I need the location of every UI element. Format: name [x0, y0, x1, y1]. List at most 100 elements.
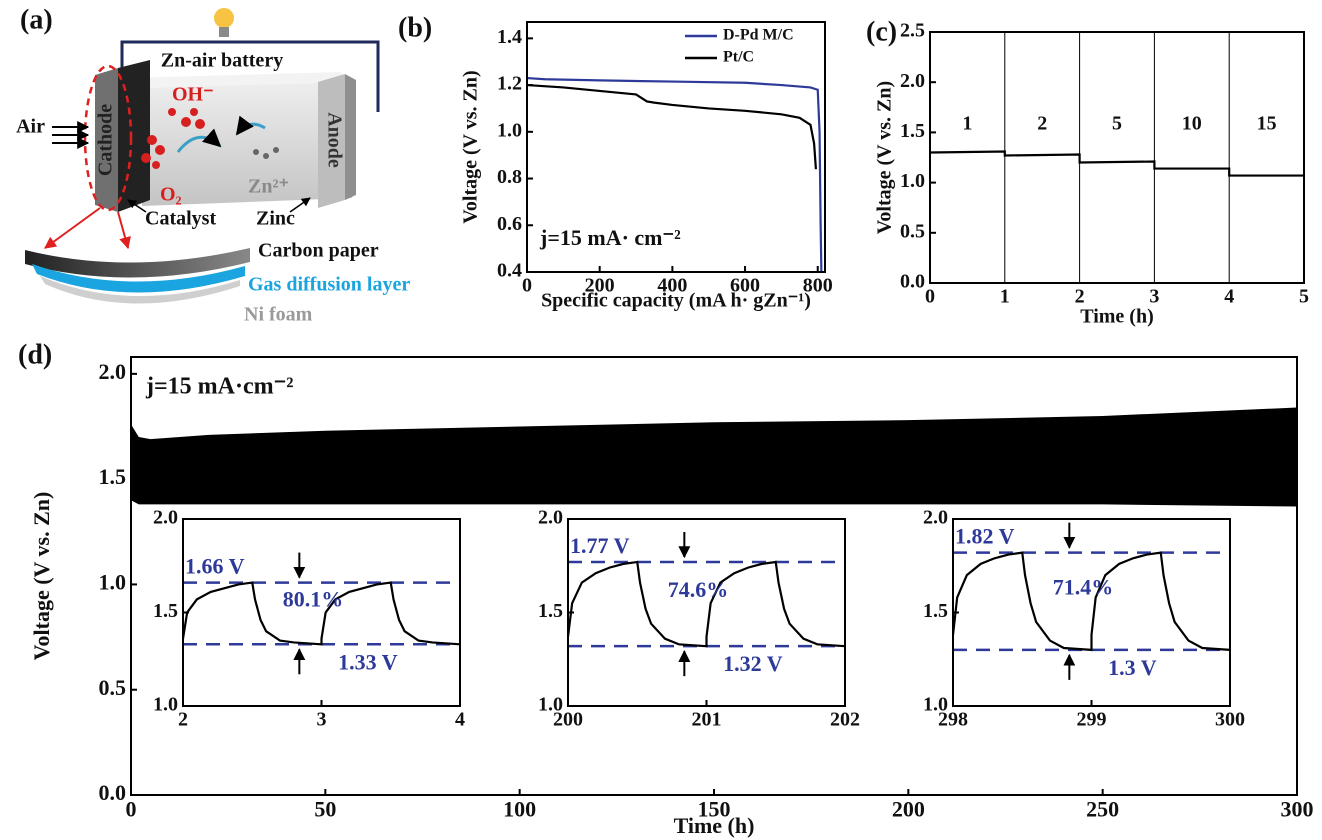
y-tick-label: 1.5	[538, 600, 563, 622]
segment-label: 1	[962, 112, 972, 134]
x-tick-label: 2	[178, 709, 188, 731]
legend-label: Pt/C	[723, 49, 754, 66]
reference-label: 1.66 V	[185, 554, 245, 579]
line	[566, 560, 846, 648]
label: Catalyst	[145, 208, 216, 230]
y-tick-label: 1.2	[497, 73, 522, 95]
battery-top	[130, 72, 352, 88]
y-tick-label: 0.8	[497, 166, 522, 188]
annotation: j=15 mA·cm⁻²	[145, 374, 294, 400]
x-tick-label: 298	[938, 709, 968, 731]
x-tick-label: 200	[585, 275, 615, 297]
panel-label: (d)	[18, 339, 52, 370]
annotation: j=15 mA· cm⁻²	[539, 225, 681, 250]
x-tick-label: 300	[1215, 709, 1245, 731]
label: Anode	[323, 112, 345, 168]
plot-frame	[929, 31, 1305, 284]
inset-background	[183, 519, 460, 706]
bulb-base	[219, 27, 229, 37]
y-tick-label: 1.5	[99, 464, 127, 489]
x-tick-label: 201	[692, 709, 722, 731]
x-tick-label: 150	[698, 797, 731, 822]
reference-label: 1.33 V	[338, 649, 398, 674]
label: O₂	[160, 184, 182, 206]
line	[526, 83, 818, 170]
inset-background	[953, 519, 1230, 706]
y-tick-label: 2.0	[538, 507, 563, 529]
x-tick-label: 100	[503, 797, 536, 822]
y-tick-label: 1.5	[900, 120, 925, 142]
label: Air	[16, 116, 45, 138]
flow-arrow	[176, 128, 222, 153]
x-tick-label: 299	[1077, 709, 1107, 731]
cathode-front	[118, 60, 150, 212]
reference-label: 1.32 V	[723, 651, 783, 676]
x-tick-label: 4	[455, 709, 465, 731]
y-tick-label: 1.0	[99, 569, 127, 594]
gas-diffusion-layer	[32, 264, 245, 293]
line	[951, 551, 1231, 652]
y-tick-label: 1.0	[538, 694, 563, 716]
x-tick-label: 0	[925, 286, 935, 308]
reference-label: 1.3 V	[1108, 655, 1157, 680]
x-tick-label: 1	[1000, 286, 1010, 308]
bulb	[214, 8, 234, 28]
efficiency-label: 80.1%	[283, 586, 344, 611]
y-axis-label: Voltage (V vs. Zn)	[874, 81, 896, 234]
y-axis-label: Voltage (V vs. Zn)	[29, 492, 54, 661]
x-tick-label: 0	[126, 797, 137, 822]
efficiency-label: 71.4%	[1053, 574, 1114, 599]
panel-label: (c)	[866, 16, 897, 47]
y-tick-label: 1.0	[497, 119, 522, 141]
line	[526, 76, 823, 273]
x-tick-label: 5	[1299, 286, 1309, 308]
y-tick-label: 1.5	[153, 600, 178, 622]
y-tick-label: 0.4	[497, 260, 522, 282]
diagram: (a) Zn-air battery Air Cathode Anode OH⁻…	[16, 4, 410, 325]
x-tick-label: 600	[730, 275, 760, 297]
legend-label: D-Pd M/C	[723, 27, 794, 44]
x-axis-label: Time (h)	[1080, 306, 1154, 328]
segment-label: 15	[1257, 112, 1277, 134]
panel-label: (a)	[20, 4, 53, 35]
label: Zn²⁺	[248, 176, 289, 198]
anode-side	[345, 74, 356, 200]
y-tick-label: 2.0	[99, 359, 127, 384]
y-tick-label: 2.0	[900, 70, 925, 92]
pointer	[289, 197, 311, 213]
label: Ni foam	[244, 304, 313, 326]
ni-foam	[40, 276, 240, 304]
y-tick-label: 2.0	[923, 507, 948, 529]
efficiency-label: 74.6%	[668, 577, 729, 602]
x-tick-label: 200	[892, 797, 925, 822]
x-tick-label: 800	[803, 275, 833, 297]
x-tick-label: 3	[1149, 286, 1159, 308]
y-tick-label: 0.0	[99, 780, 127, 805]
x-tick-label: 2	[1075, 286, 1085, 308]
zoom-arrow	[44, 207, 101, 249]
plot-frame	[526, 21, 826, 273]
x-tick-label: 0	[522, 275, 532, 297]
y-axis-label: Voltage (V vs. Zn)	[460, 70, 482, 223]
x-tick-label: 50	[314, 797, 336, 822]
anode-front	[318, 74, 345, 208]
y-tick-label: 1.0	[923, 694, 948, 716]
pointer	[127, 199, 147, 213]
x-tick-label: 400	[657, 275, 687, 297]
x-tick-label: 250	[1086, 797, 1119, 822]
y-tick-label: 2.5	[900, 20, 925, 42]
x-tick-label: 3	[317, 709, 327, 731]
x-tick-label: 200	[553, 709, 583, 731]
reference-label: 1.77 V	[570, 533, 630, 558]
cathode-side	[95, 68, 118, 212]
segment-label: 5	[1112, 112, 1122, 134]
ions	[253, 147, 279, 159]
label: Gas diffusion layer	[248, 274, 410, 296]
segment-label: 2	[1037, 112, 1047, 134]
segment-label: 10	[1182, 112, 1202, 134]
y-tick-label: 1.0	[153, 694, 178, 716]
inset-background	[568, 519, 845, 706]
